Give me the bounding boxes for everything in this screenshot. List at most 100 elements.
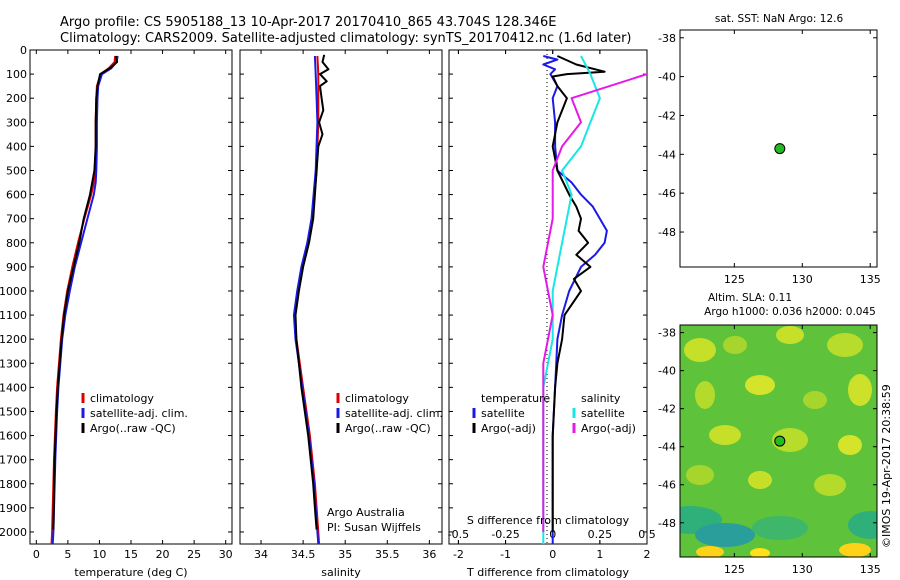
series-line-satellite bbox=[51, 55, 119, 544]
annotation-argo-australia: Argo Australia bbox=[327, 506, 405, 519]
sla-map-title-line2: Argo h1000: 0.036 h2000: 0.045 bbox=[704, 306, 876, 318]
figure-title-line1: Argo profile: CS 5905188_13 10-Apr-2017 … bbox=[60, 15, 556, 30]
difference-axes-frame bbox=[448, 49, 648, 545]
y-tick-label: -40 bbox=[658, 71, 676, 84]
difference-panel: -2 -1 0 1 2 -0.5 -0.25 0 0.25 0.5 T difference f… bbox=[448, 49, 656, 579]
y-tick-label: 1500 bbox=[0, 405, 27, 418]
y-tick-label: 1000 bbox=[0, 285, 27, 298]
sla-blob bbox=[827, 333, 863, 357]
x-tick-label: 135 bbox=[860, 563, 881, 576]
legend-label-s-argo: Argo(-adj) bbox=[581, 422, 636, 435]
y-tick-label: -46 bbox=[658, 479, 676, 492]
y-tick-label: -42 bbox=[658, 403, 676, 416]
legend-header-salinity: salinity bbox=[581, 392, 621, 405]
figure-title-line2: Climatology: CARS2009. Satellite-adjuste… bbox=[60, 31, 632, 46]
legend-label-argo: Argo(..raw -QC) bbox=[90, 422, 176, 435]
x-tick-label: 135 bbox=[860, 273, 881, 286]
x-tick-label: 36 bbox=[422, 548, 436, 561]
x-tick-label: 1 bbox=[596, 548, 603, 561]
salinity-depth-ticks bbox=[240, 49, 442, 533]
sla-blob bbox=[803, 391, 827, 409]
x-tick-label: 10 bbox=[92, 548, 106, 561]
y-tick-label: 1900 bbox=[0, 502, 27, 515]
series-line-argo bbox=[52, 55, 119, 530]
y-tick-label: 1300 bbox=[0, 357, 27, 370]
sla-blob bbox=[686, 465, 714, 485]
y-tick-label: -48 bbox=[658, 517, 676, 530]
depth-axis: 0 100 200 300 400 500 600 700 800 900 1000 1100 1200… bbox=[0, 44, 232, 539]
watermark-text: ©IMOS 19-Apr-2017 20:38:59 bbox=[880, 384, 893, 548]
x-tick-label: 130 bbox=[792, 563, 813, 576]
y-tick-label: 800 bbox=[6, 237, 27, 250]
x-tick-label: 34 bbox=[254, 548, 268, 561]
y-tick-label: 900 bbox=[6, 261, 27, 274]
x-tick-label: 34.5 bbox=[291, 548, 316, 561]
sla-map-panel: Altim. SLA: 0.11 Argo h1000: 0.036 h2000… bbox=[658, 292, 881, 576]
y-tick-label: 0 bbox=[20, 44, 27, 57]
legend-label-t-satellite: satellite bbox=[481, 407, 525, 420]
sla-blob bbox=[839, 543, 871, 557]
sst-map-title: sat. SST: NaN Argo: 12.6 bbox=[715, 13, 844, 25]
temperature-panel: 0100200300400500600700800900100011001200… bbox=[0, 44, 233, 579]
y-tick-label: 1600 bbox=[0, 430, 27, 443]
y-tick-label: 500 bbox=[6, 164, 27, 177]
x-tick-label: 15 bbox=[124, 548, 138, 561]
temperature-lines bbox=[50, 55, 119, 544]
t-difference-xlabel: T difference from climatology bbox=[466, 566, 629, 579]
salinity-axes-frame bbox=[239, 49, 443, 545]
y-tick-label: 600 bbox=[6, 189, 27, 202]
x-tick-label: 35 bbox=[338, 548, 352, 561]
x-tick-label: -1 bbox=[500, 548, 511, 561]
sla-blob bbox=[709, 425, 741, 445]
x-tick-label: 125 bbox=[724, 563, 745, 576]
x-tick-label: 20 bbox=[156, 548, 170, 561]
difference-depth-ticks bbox=[449, 49, 647, 533]
sla-blob bbox=[723, 336, 747, 354]
temperature-x-axis: 0 5 10 15 20 25 30 bbox=[33, 50, 233, 561]
difference-legend: temperature salinity satellite Argo(-adj… bbox=[472, 392, 636, 435]
sla-blob bbox=[745, 375, 775, 395]
y-tick-label: 1200 bbox=[0, 333, 27, 346]
sla-blob bbox=[695, 523, 755, 547]
salinity-lines bbox=[292, 54, 330, 544]
x-tick-label: -0.5 bbox=[448, 528, 469, 541]
legend-label-s-satellite: satellite bbox=[581, 407, 625, 420]
y-tick-label: -38 bbox=[658, 327, 676, 340]
salinity-xlabel: salinity bbox=[321, 566, 361, 579]
sla-blob bbox=[684, 338, 716, 362]
legend-label-satellite: satellite-adj. clim. bbox=[90, 407, 188, 420]
series-line-climatology bbox=[50, 55, 117, 544]
series-line-argo bbox=[551, 55, 606, 532]
sla-blob bbox=[848, 374, 872, 406]
sla-blob bbox=[848, 511, 877, 539]
y-tick-label: 1800 bbox=[0, 478, 27, 491]
y-tick-label: 300 bbox=[6, 116, 27, 129]
y-tick-label: 1100 bbox=[0, 309, 27, 322]
salinity-legend: climatology satellite-adj. clim. Argo(..… bbox=[336, 392, 443, 435]
sla-blob bbox=[776, 326, 804, 344]
legend-label-argo: Argo(..raw -QC) bbox=[345, 422, 431, 435]
x-tick-label: 0.5 bbox=[638, 528, 656, 541]
y-tick-label: 200 bbox=[6, 92, 27, 105]
s-difference-xlabel: S difference from climatology bbox=[467, 514, 630, 527]
series-line-argo bbox=[294, 54, 330, 530]
y-tick-label: 1400 bbox=[0, 381, 27, 394]
temperature-xlabel: temperature (deg C) bbox=[74, 566, 187, 579]
y-tick-label: -42 bbox=[658, 109, 676, 122]
sla-map-axes: -38 -40 -42 -44 -46 -48 125 130 135 bbox=[658, 325, 881, 576]
sla-blob bbox=[814, 474, 846, 496]
legend-label-climatology: climatology bbox=[345, 392, 409, 405]
sla-blob bbox=[750, 548, 770, 557]
series-line-sal_argo bbox=[542, 73, 647, 532]
y-tick-label: -40 bbox=[658, 365, 676, 378]
sla-blob bbox=[748, 471, 772, 489]
y-tick-label: 2000 bbox=[0, 526, 27, 539]
x-tick-label: 25 bbox=[187, 548, 201, 561]
argo-location-marker bbox=[774, 435, 786, 447]
y-tick-label: -44 bbox=[658, 441, 676, 454]
sla-blob bbox=[695, 381, 715, 409]
sla-blob bbox=[752, 516, 808, 540]
y-tick-label: 100 bbox=[6, 68, 27, 81]
x-tick-label: 130 bbox=[792, 273, 813, 286]
argo-location-marker bbox=[774, 143, 786, 155]
